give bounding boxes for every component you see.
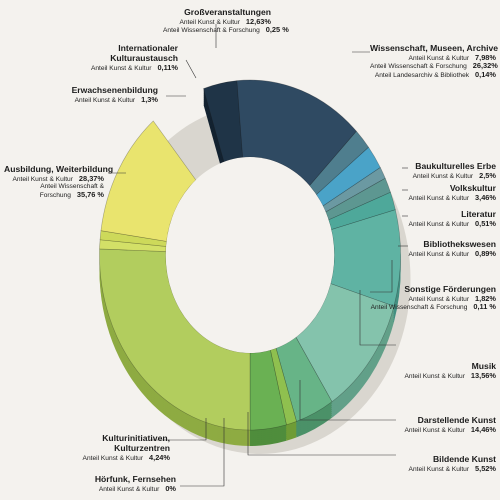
label-title: Internationaler Kulturaustausch (110, 43, 178, 63)
leader-line-12 (359, 290, 396, 346)
label-title: Sonstige Förderungen (404, 284, 496, 294)
label-title: Bibliothekswesen (423, 239, 496, 249)
label-title: Volkskultur (449, 183, 496, 193)
label-hoerfunk-fernsehen: Hörfunk, Fernsehen Anteil Kunst & Kultur… (80, 474, 176, 493)
label-row: Anteil Kunst & Kultur 1,82% (408, 293, 496, 303)
label-sonstige-foerderungen: Sonstige Förderungen Anteil Kunst & Kult… (370, 284, 496, 312)
label-row: Anteil Kunst & Kultur 4,24% (82, 452, 170, 462)
label-row: Anteil Wissenschaft & Forschung 35,76 % (39, 183, 104, 200)
label-grossveranstaltungen: Großveranstaltungen Anteil Kunst & Kultu… (163, 7, 289, 35)
label-bildende-kunst: Bildende Kunst Anteil Kunst & Kultur 5,52… (396, 454, 496, 473)
label-title: Darstellende Kunst (417, 415, 496, 425)
label-wissenschaft-museen-archive: Wissenschaft, Museen, Archive Anteil Kun… (370, 43, 499, 80)
label-internationaler-kulturaustausch: Internationaler Kulturaustausch Anteil K… (78, 43, 178, 72)
label-row: Anteil Wissenschaft & Forschung 26,32% (370, 61, 498, 71)
label-title: Musik (471, 361, 496, 371)
label-row: Anteil Kunst & Kultur 3,46% (408, 192, 496, 202)
label-bibliothekswesen: Bibliothekswesen Anteil Kunst & Kultur 0,… (406, 239, 496, 258)
label-row: Anteil Kunst & Kultur 2,5% (412, 170, 496, 180)
label-title: Erwachsenenbildung (71, 85, 158, 95)
label-baukulturelles-erbe: Baukulturelles Erbe Anteil Kunst & Kultu… (406, 161, 496, 180)
label-row: Anteil Wissenschaft & Forschung 0,25 % (163, 25, 289, 35)
label-row: Anteil Kunst & Kultur 7,98% (408, 52, 496, 62)
label-ausbildung-weiterbildung: Ausbildung, Weiterbildung Anteil Kunst &… (4, 164, 114, 200)
label-kulturinitiativen: Kulturinitiativen, Kulturzentren Anteil … (70, 433, 170, 462)
label-title: Ausbildung, Weiterbildung (4, 164, 114, 174)
label-row: Anteil Kunst & Kultur 5,52% (408, 463, 496, 473)
label-darstellende-kunst: Darstellende Kunst Anteil Kunst & Kultur… (396, 415, 496, 434)
label-volkskultur: Volkskultur Anteil Kunst & Kultur 3,46% (406, 183, 496, 202)
label-row: Anteil Landesarchiv & Bibliothek 0,14% (374, 70, 496, 80)
leader-line-14 (247, 412, 396, 456)
label-row: Anteil Kunst & Kultur 0,89% (408, 248, 496, 258)
label-title: Kulturinitiativen, Kulturzentren (102, 433, 170, 453)
label-row: Anteil Kunst & Kultur 1,3% (74, 94, 158, 104)
leader-line-4 (150, 418, 207, 441)
label-title: Hörfunk, Fernsehen (94, 474, 176, 484)
label-row: Anteil Kunst & Kultur 12,63% (179, 16, 271, 26)
donut-hole (165, 157, 335, 353)
label-title: Baukulturelles Erbe (415, 161, 496, 171)
label-literatur: Literatur Anteil Kunst & Kultur 0,51% (406, 209, 496, 228)
leader-line-11 (370, 260, 393, 293)
label-title: Bildende Kunst (432, 454, 496, 464)
label-row: Anteil Kunst & Kultur 28,37% (12, 173, 104, 183)
label-title: Literatur (461, 209, 496, 219)
leader-line-13 (299, 380, 396, 421)
label-row: Anteil Kunst & Kultur 13,56% (404, 370, 496, 380)
label-title: Großveranstaltungen (184, 7, 271, 17)
label-row: Anteil Wissenschaft & Forschung 0,11 % (370, 302, 496, 312)
label-title: Wissenschaft, Museen, Archive (370, 43, 499, 53)
leader-line-1 (185, 59, 197, 79)
label-row: Anteil Kunst & Kultur 0,11% (90, 62, 178, 72)
leader-line-5 (180, 418, 225, 487)
label-row: Anteil Kunst & Kultur 0,51% (408, 218, 496, 228)
label-row: Anteil Kunst & Kultur 0% (98, 483, 176, 493)
label-row: Anteil Kunst & Kultur 14,46% (404, 424, 496, 434)
label-musik: Musik Anteil Kunst & Kultur 13,56% (396, 361, 496, 380)
label-erwachsenenbildung: Erwachsenenbildung Anteil Kunst & Kultur… (48, 85, 158, 104)
